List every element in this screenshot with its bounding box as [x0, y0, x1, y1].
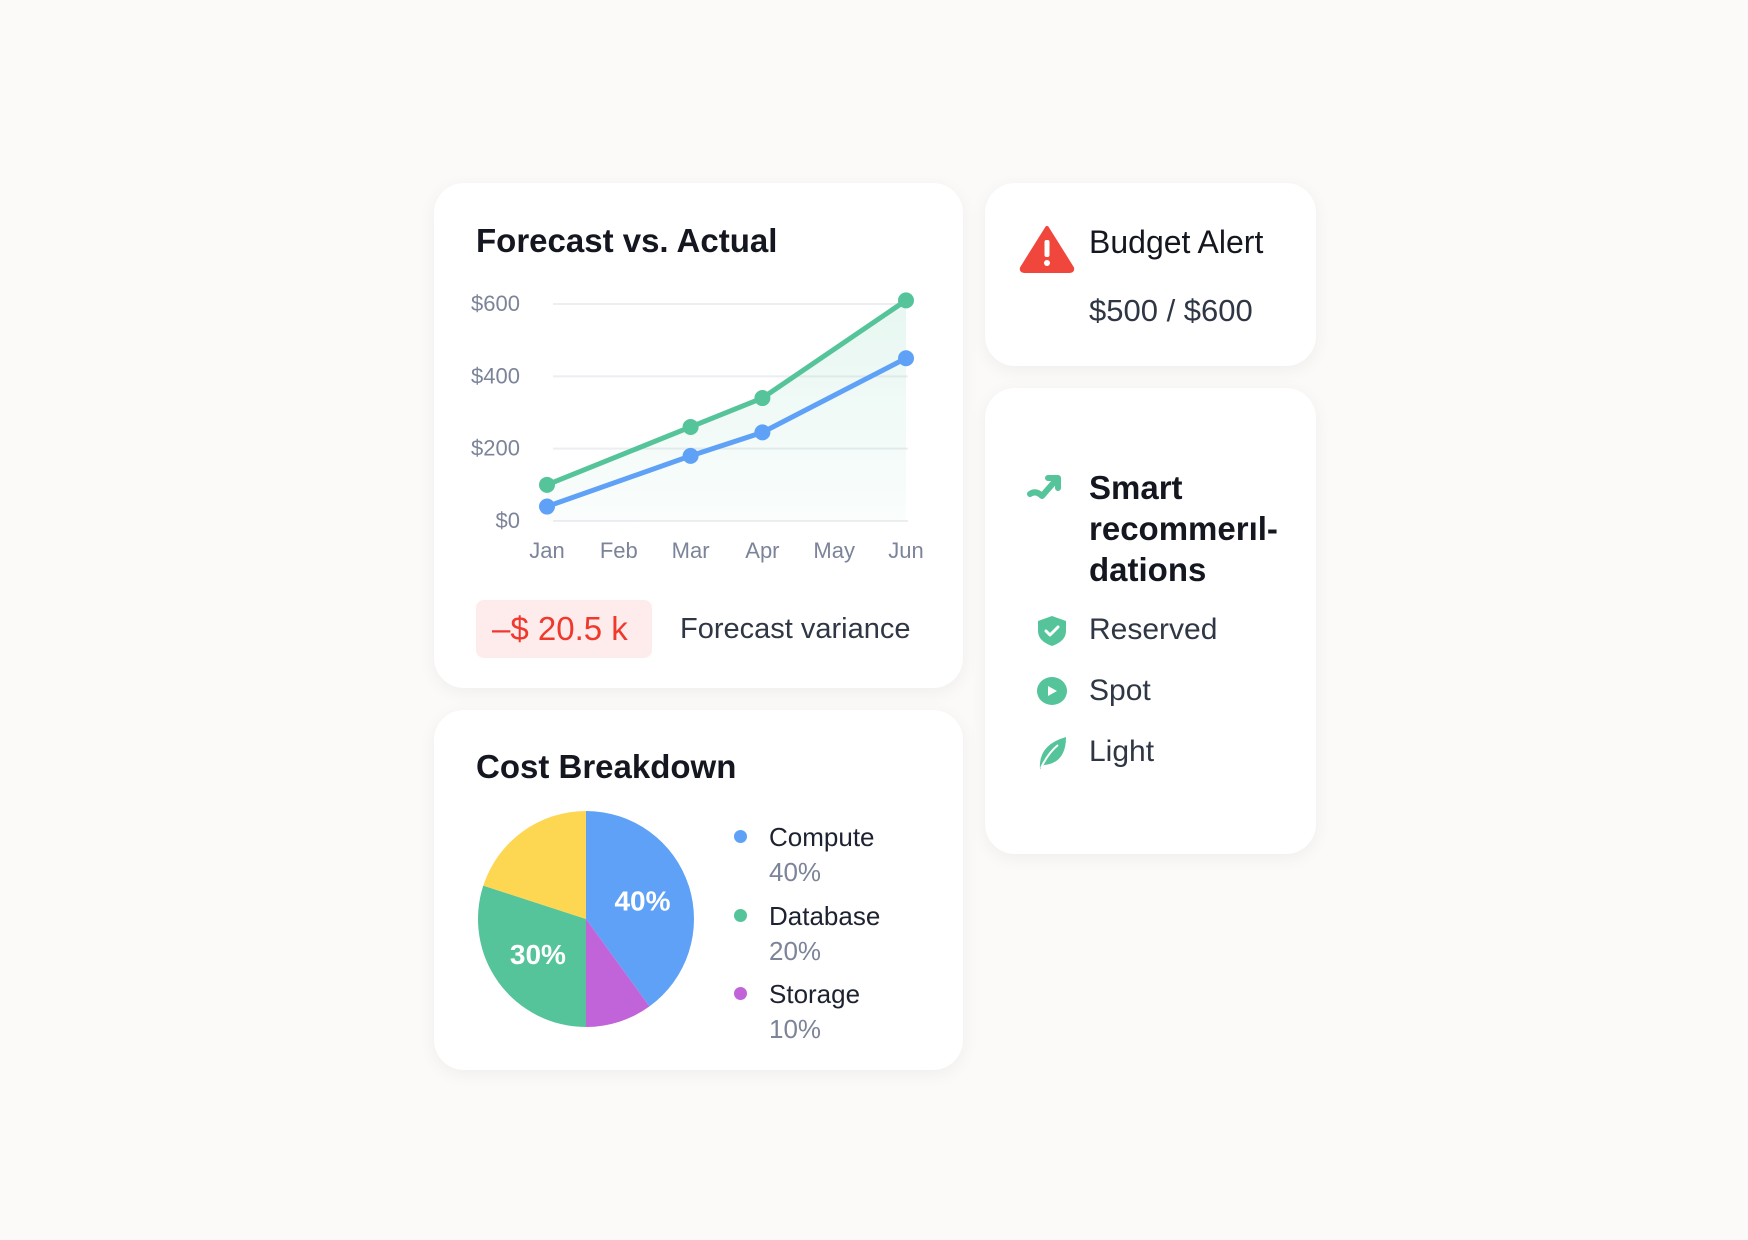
pie-slice [586, 919, 650, 1027]
variance-label: Forecast variance [680, 613, 911, 645]
series-line-1 [544, 355, 909, 510]
data-point [539, 498, 555, 515]
y-tick-label: $0 [496, 508, 520, 533]
recommendations-title-line: dations [1089, 551, 1207, 588]
recommendation-item-reserved[interactable]: Reserved [1089, 613, 1218, 646]
budget-alert-card [985, 183, 1316, 366]
legend-pct: 20% [769, 936, 822, 966]
recommendations-title-line: Smart [1089, 469, 1183, 506]
data-point [682, 447, 699, 464]
legend-pct: 10% [769, 1014, 822, 1044]
variance-badge [476, 600, 652, 658]
x-tick-label: Apr [745, 538, 779, 563]
pie-slice-label: 40% [614, 886, 670, 917]
variance-value: –$ 20.5 k [492, 610, 628, 647]
leaf-icon [1039, 737, 1066, 769]
recommendations-title: Smart recommerıl- dations [1089, 467, 1278, 590]
y-tick-label: $600 [471, 291, 520, 316]
recommendations-title-line: recommerıl- [1089, 510, 1278, 547]
cost-breakdown-title: Cost Breakdown [476, 748, 737, 785]
legend-dot [734, 830, 747, 843]
data-point [754, 390, 771, 407]
legend-label: Database [769, 901, 881, 931]
legend-label: Storage [769, 979, 861, 1009]
data-point [539, 476, 555, 493]
x-tick-label: Mar [672, 538, 710, 563]
forecast-title: Forecast vs. Actual [476, 222, 778, 259]
legend-dot [734, 987, 747, 1000]
forecast-line-chart: $0 $200 $400 $600 Jan Feb Mar Apr May Jun [471, 291, 924, 563]
recommendation-item-spot[interactable]: Spot [1089, 674, 1151, 707]
x-tick-label: Jun [888, 538, 923, 563]
y-tick-label: $400 [471, 363, 520, 388]
x-tick-label: Feb [600, 538, 638, 563]
budget-alert-value: $500 / $600 [1089, 293, 1253, 328]
legend-dot [734, 909, 747, 922]
pie-slice [478, 885, 586, 1027]
y-tick-label: $200 [471, 436, 520, 461]
pie-slice [483, 811, 586, 919]
pie-slice [586, 811, 694, 1007]
pie-slice-label: 30% [510, 939, 566, 970]
warning-triangle-icon [1019, 226, 1075, 273]
area-fill [547, 300, 906, 521]
recommendation-item-light[interactable]: Light [1089, 735, 1155, 768]
trend-arrow-icon [1027, 475, 1061, 499]
cost-pie-chart: 40% 30% [478, 811, 694, 1027]
play-circle-icon [1037, 677, 1067, 705]
shield-check-icon [1038, 616, 1066, 646]
x-tick-label: May [813, 538, 855, 563]
data-point [898, 350, 914, 367]
data-point [898, 292, 914, 309]
series-line-0 [544, 297, 909, 488]
data-point [682, 418, 699, 435]
budget-alert-title: Budget Alert [1089, 224, 1264, 260]
legend-label: Compute [769, 822, 875, 852]
x-tick-label: Jan [529, 538, 564, 563]
legend-pct: 40% [769, 857, 822, 887]
data-point [754, 424, 771, 441]
